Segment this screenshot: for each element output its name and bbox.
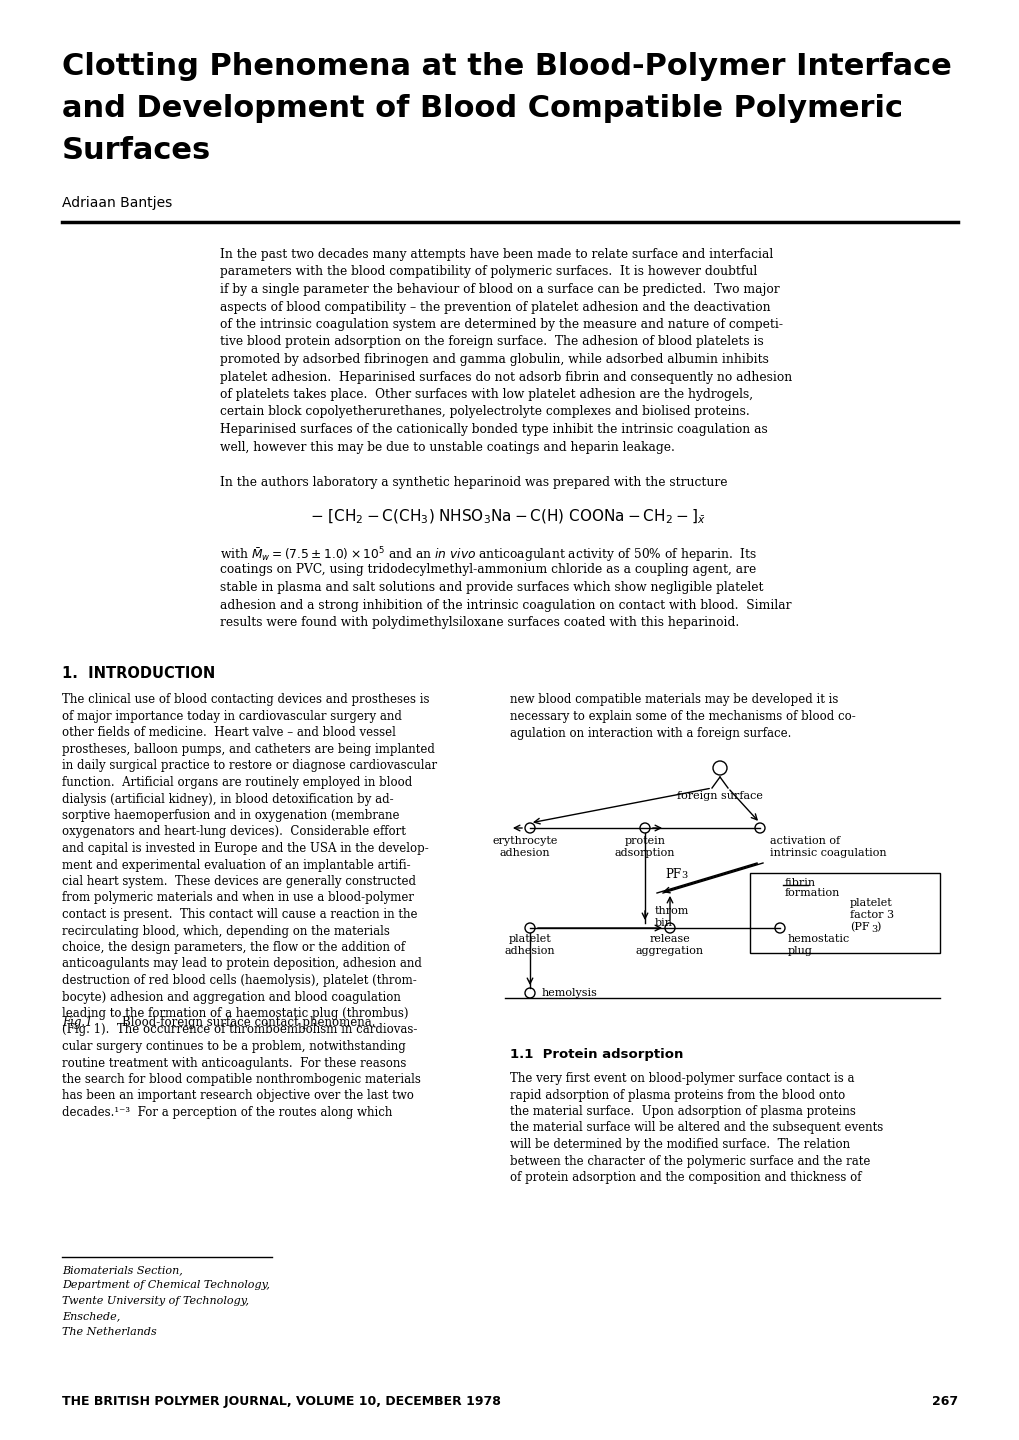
Text: certain block copolyetherurethanes, polyelectrolyte complexes and biolised prote: certain block copolyetherurethanes, poly… [220, 406, 749, 419]
Text: has been an important research objective over the last two: has been an important research objective… [62, 1090, 414, 1103]
Text: anticoagulants may lead to protein deposition, adhesion and: anticoagulants may lead to protein depos… [62, 958, 422, 971]
Text: recirculating blood, which, depending on the materials: recirculating blood, which, depending on… [62, 924, 389, 937]
Text: Adriaan Bantjes: Adriaan Bantjes [62, 196, 172, 210]
Text: adhesion: adhesion [504, 946, 554, 956]
Text: adhesion: adhesion [499, 848, 550, 858]
Text: decades.¹⁻³  For a perception of the routes along which: decades.¹⁻³ For a perception of the rout… [62, 1106, 392, 1119]
Text: cial heart system.  These devices are generally constructed: cial heart system. These devices are gen… [62, 876, 416, 888]
Text: 1.1  Protein adsorption: 1.1 Protein adsorption [510, 1048, 683, 1061]
Text: rapid adsorption of plasma proteins from the blood onto: rapid adsorption of plasma proteins from… [510, 1089, 845, 1102]
Text: the material surface.  Upon adsorption of plasma proteins: the material surface. Upon adsorption of… [510, 1104, 855, 1117]
Text: routine treatment with anticoagulants.  For these reasons: routine treatment with anticoagulants. F… [62, 1057, 406, 1070]
Text: results were found with polydimethylsiloxane surfaces coated with this heparinoi: results were found with polydimethylsilo… [220, 616, 739, 629]
Text: from polymeric materials and when in use a blood-polymer: from polymeric materials and when in use… [62, 891, 414, 904]
Text: dialysis (artificial kidney), in blood detoxification by ad-: dialysis (artificial kidney), in blood d… [62, 792, 393, 805]
Text: platelet: platelet [508, 935, 551, 945]
Text: contact is present.  This contact will cause a reaction in the: contact is present. This contact will ca… [62, 909, 417, 922]
Text: hemostatic: hemostatic [788, 935, 850, 945]
Text: activation of: activation of [769, 837, 840, 845]
Text: coatings on PVC, using tridodecylmethyl-ammonium chloride as a coupling agent, a: coatings on PVC, using tridodecylmethyl-… [220, 563, 755, 576]
Bar [749, 873, 940, 953]
Text: in daily surgical practice to restore or diagnose cardiovascular: in daily surgical practice to restore or… [62, 759, 437, 772]
Text: aspects of blood compatibility – the prevention of platelet adhesion and the dea: aspects of blood compatibility – the pre… [220, 301, 770, 314]
Text: and capital is invested in Europe and the USA in the develop-: and capital is invested in Europe and th… [62, 842, 428, 855]
Text: THE BRITISH POLYMER JOURNAL, VOLUME 10, DECEMBER 1978: THE BRITISH POLYMER JOURNAL, VOLUME 10, … [62, 1395, 500, 1408]
Text: release: release [649, 935, 690, 945]
Text: intrinsic coagulation: intrinsic coagulation [769, 848, 886, 858]
Text: 1.  INTRODUCTION: 1. INTRODUCTION [62, 665, 215, 681]
Text: fibrin: fibrin [785, 878, 815, 888]
Text: necessary to explain some of the mechanisms of blood co-: necessary to explain some of the mechani… [510, 710, 855, 723]
Text: (PF: (PF [849, 922, 869, 932]
Text: other fields of medicine.  Heart valve – and blood vessel: other fields of medicine. Heart valve – … [62, 727, 395, 740]
Text: of platelets takes place.  Other surfaces with low platelet adhesion are the hyd: of platelets takes place. Other surfaces… [220, 387, 752, 400]
Text: will be determined by the modified surface.  The relation: will be determined by the modified surfa… [510, 1138, 849, 1151]
Text: Enschede,: Enschede, [62, 1312, 120, 1322]
Text: adsorption: adsorption [614, 848, 675, 858]
Text: Biomaterials Section,: Biomaterials Section, [62, 1264, 182, 1274]
Text: sorptive haemoperfusion and in oxygenation (membrane: sorptive haemoperfusion and in oxygenati… [62, 809, 399, 822]
Text: between the character of the polymeric surface and the rate: between the character of the polymeric s… [510, 1155, 869, 1168]
Text: stable in plasma and salt solutions and provide surfaces which show negligible p: stable in plasma and salt solutions and … [220, 580, 763, 593]
Text: The clinical use of blood contacting devices and prostheses is: The clinical use of blood contacting dev… [62, 694, 429, 707]
Text: leading to the formation of a haemostatic plug (thrombus): leading to the formation of a haemostati… [62, 1007, 408, 1020]
Text: platelet adhesion.  Heparinised surfaces do not adsorb fibrin and consequently n: platelet adhesion. Heparinised surfaces … [220, 370, 792, 383]
Text: Department of Chemical Technology,: Department of Chemical Technology, [62, 1280, 270, 1290]
Text: tive blood protein adsorption on the foreign surface.  The adhesion of blood pla: tive blood protein adsorption on the for… [220, 336, 763, 348]
Text: oxygenators and heart-lung devices).  Considerable effort: oxygenators and heart-lung devices). Con… [62, 825, 406, 838]
Text: Heparinised surfaces of the cationically bonded type inhibit the intrinsic coagu: Heparinised surfaces of the cationically… [220, 423, 767, 436]
Text: function.  Artificial organs are routinely employed in blood: function. Artificial organs are routinel… [62, 776, 412, 789]
Text: ment and experimental evaluation of an implantable artifi-: ment and experimental evaluation of an i… [62, 858, 411, 871]
Text: ): ) [875, 922, 879, 932]
Text: parameters with the blood compatibility of polymeric surfaces.  It is however do: parameters with the blood compatibility … [220, 265, 756, 278]
Text: the material surface will be altered and the subsequent events: the material surface will be altered and… [510, 1122, 882, 1135]
Text: The very first event on blood-polymer surface contact is a: The very first event on blood-polymer su… [510, 1071, 854, 1084]
Text: if by a single parameter the behaviour of blood on a surface can be predicted.  : if by a single parameter the behaviour o… [220, 284, 779, 297]
Text: the search for blood compatible nonthrombogenic materials: the search for blood compatible nonthrom… [62, 1073, 421, 1086]
Text: foreign surface: foreign surface [677, 791, 762, 801]
Text: Blood-foreign surface contact phenomena.: Blood-foreign surface contact phenomena. [122, 1017, 375, 1030]
Text: destruction of red blood cells (haemolysis), platelet (throm-: destruction of red blood cells (haemolys… [62, 973, 417, 986]
Text: prostheses, balloon pumps, and catheters are being implanted: prostheses, balloon pumps, and catheters… [62, 743, 434, 756]
Text: Surfaces: Surfaces [62, 135, 211, 166]
Text: Clotting Phenomena at the Blood-Polymer Interface: Clotting Phenomena at the Blood-Polymer … [62, 52, 951, 81]
Text: platelet: platelet [849, 899, 892, 909]
Text: The Netherlands: The Netherlands [62, 1328, 157, 1336]
Text: 3: 3 [681, 871, 687, 880]
Text: promoted by adsorbed fibrinogen and gamma globulin, while adsorbed albumin inhib: promoted by adsorbed fibrinogen and gamm… [220, 353, 768, 366]
Text: new blood compatible materials may be developed it is: new blood compatible materials may be de… [510, 694, 838, 707]
Text: bin: bin [654, 919, 673, 927]
Text: In the past two decades many attempts have been made to relate surface and inter: In the past two decades many attempts ha… [220, 248, 772, 261]
Text: (Fig. 1).  The occurrence of thromboembolism in cardiovas-: (Fig. 1). The occurrence of thromboembol… [62, 1024, 417, 1037]
Text: with $\bar{M}_w = (7.5 \pm 1.0) \times 10^5$ and an $\mathit{in\ vivo}$ anticoag: with $\bar{M}_w = (7.5 \pm 1.0) \times 1… [220, 546, 756, 566]
Text: and Development of Blood Compatible Polymeric: and Development of Blood Compatible Poly… [62, 94, 902, 122]
Text: cular surgery continues to be a problem, notwithstanding: cular surgery continues to be a problem,… [62, 1040, 406, 1053]
Text: aggregation: aggregation [635, 946, 703, 956]
Text: In the authors laboratory a synthetic heparinoid was prepared with the structure: In the authors laboratory a synthetic he… [220, 477, 727, 490]
Text: factor 3: factor 3 [849, 910, 894, 920]
Text: well, however this may be due to unstable coatings and heparin leakage.: well, however this may be due to unstabl… [220, 441, 675, 454]
Text: of protein adsorption and the composition and thickness of: of protein adsorption and the compositio… [510, 1171, 861, 1184]
Text: plug: plug [788, 946, 812, 956]
Text: bocyte) adhesion and aggregation and blood coagulation: bocyte) adhesion and aggregation and blo… [62, 991, 400, 1004]
Text: of the intrinsic coagulation system are determined by the measure and nature of : of the intrinsic coagulation system are … [220, 318, 783, 331]
Text: 3: 3 [870, 924, 876, 935]
Text: PF: PF [664, 868, 681, 881]
Text: agulation on interaction with a foreign surface.: agulation on interaction with a foreign … [510, 727, 791, 740]
Text: formation: formation [785, 888, 840, 899]
Text: adhesion and a strong inhibition of the intrinsic coagulation on contact with bl: adhesion and a strong inhibition of the … [220, 599, 791, 612]
Text: Fig.1: Fig.1 [62, 1017, 93, 1030]
Text: erythrocyte: erythrocyte [492, 837, 557, 845]
Text: throm: throm [654, 906, 689, 916]
Text: choice, the design parameters, the flow or the addition of: choice, the design parameters, the flow … [62, 940, 405, 953]
Text: protein: protein [624, 837, 664, 845]
Text: 267: 267 [931, 1395, 957, 1408]
Text: hemolysis: hemolysis [541, 988, 597, 998]
Text: $-\ [\mathrm{CH_2} - \mathrm{C(CH_3)\ NHSO_3Na} - \mathrm{C(H)\ COONa} - \mathrm: $-\ [\mathrm{CH_2} - \mathrm{C(CH_3)\ NH… [310, 508, 705, 527]
Text: of major importance today in cardiovascular surgery and: of major importance today in cardiovascu… [62, 710, 401, 723]
Text: Twente University of Technology,: Twente University of Technology, [62, 1296, 249, 1306]
